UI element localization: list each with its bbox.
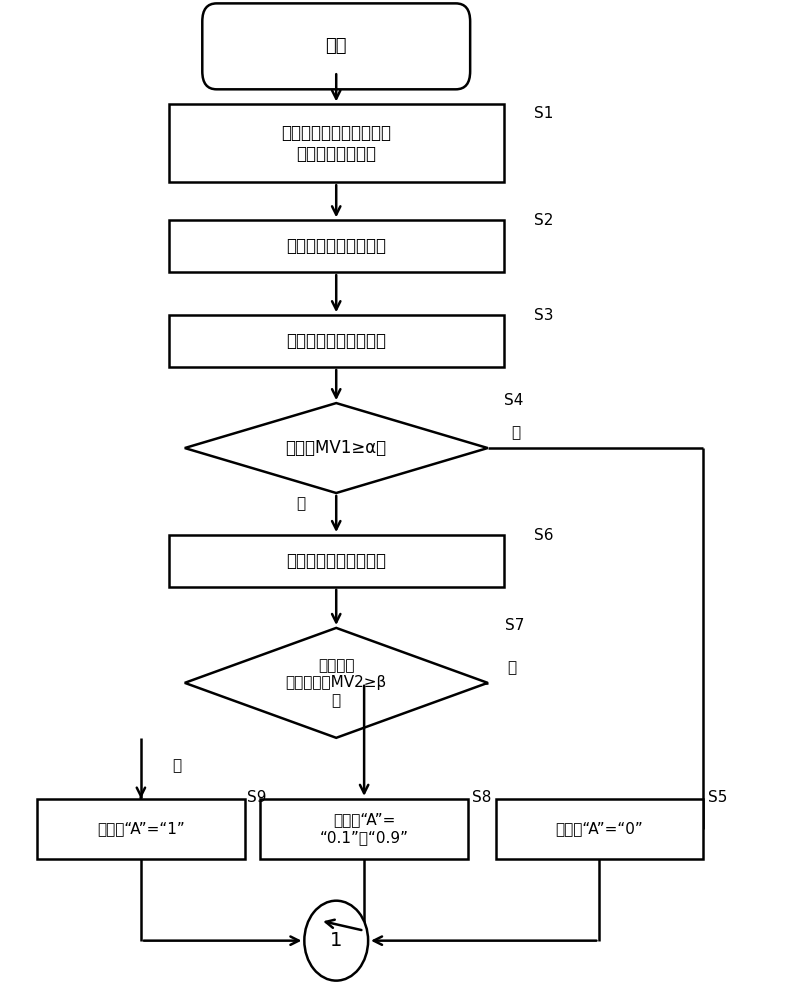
Text: S5: S5 [708,790,727,805]
Text: 系数値“A”=“0”: 系数値“A”=“0” [555,822,643,837]
Text: S6: S6 [534,528,554,543]
Text: 开始: 开始 [326,37,347,55]
Bar [261,799,468,859]
Text: 检测分割区域的移动量及
无法检测移动向量: 检测分割区域的移动量及 无法检测移动向量 [282,124,391,162]
Text: 1: 1 [330,931,342,950]
Text: 决定分割区域的辉度値: 决定分割区域的辉度値 [286,332,386,350]
Bar [169,104,504,182]
Circle shape [304,901,368,981]
Bar [169,220,504,273]
Text: S8: S8 [472,790,491,805]
Text: 系数値“A”=“1”: 系数値“A”=“1” [97,822,185,837]
FancyBboxPatch shape [202,3,470,89]
Polygon shape [185,403,488,493]
Text: S7: S7 [506,618,525,633]
Bar [169,316,504,367]
Text: 计数无法检测移动向量: 计数无法检测移动向量 [286,552,386,570]
Text: 否: 否 [508,660,517,675]
Text: 检测分割区域的特征量: 检测分割区域的特征量 [286,237,386,256]
Bar [169,535,504,587]
Text: 是: 是 [172,758,182,773]
Text: 系数値“A”=
“0.1”～“0.9”: 系数値“A”= “0.1”～“0.9” [320,813,409,845]
Bar [496,799,703,859]
Text: 否: 否 [512,426,521,441]
Text: S2: S2 [534,213,554,228]
Text: 无法检测
移动向量数MV2≥β
？: 无法检测 移动向量数MV2≥β ？ [286,658,387,707]
Text: S9: S9 [247,790,266,805]
Text: 是: 是 [296,497,305,511]
Text: S1: S1 [534,106,554,121]
Polygon shape [185,628,488,737]
Bar [38,799,245,859]
Text: 移动量MV1≥α？: 移动量MV1≥α？ [286,439,386,457]
Text: S4: S4 [504,393,523,408]
Text: S3: S3 [534,309,554,323]
